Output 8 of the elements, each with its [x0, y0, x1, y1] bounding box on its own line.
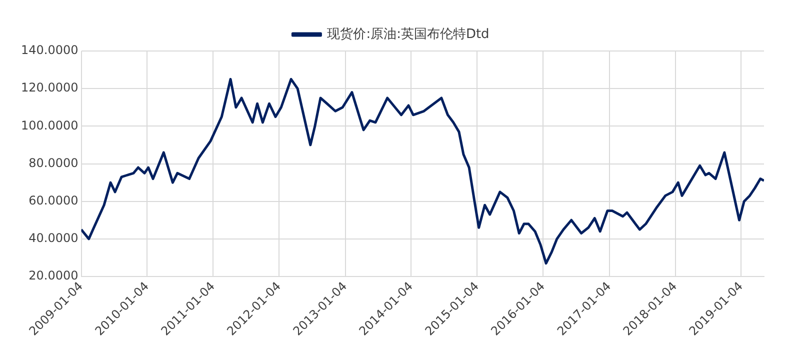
y-tick-label: 100.0000: [20, 118, 78, 132]
y-tick-label: 120.0000: [20, 80, 78, 95]
legend-label: 现货价:原油:英国布伦特Dtd: [327, 26, 490, 42]
y-tick-label: 40.0000: [28, 231, 78, 246]
y-tick-label: 20.0000: [28, 268, 78, 283]
y-tick-label: 140.0000: [20, 43, 78, 58]
y-tick-label: 60.0000: [28, 193, 78, 208]
y-tick-label: 80.0000: [28, 156, 78, 170]
